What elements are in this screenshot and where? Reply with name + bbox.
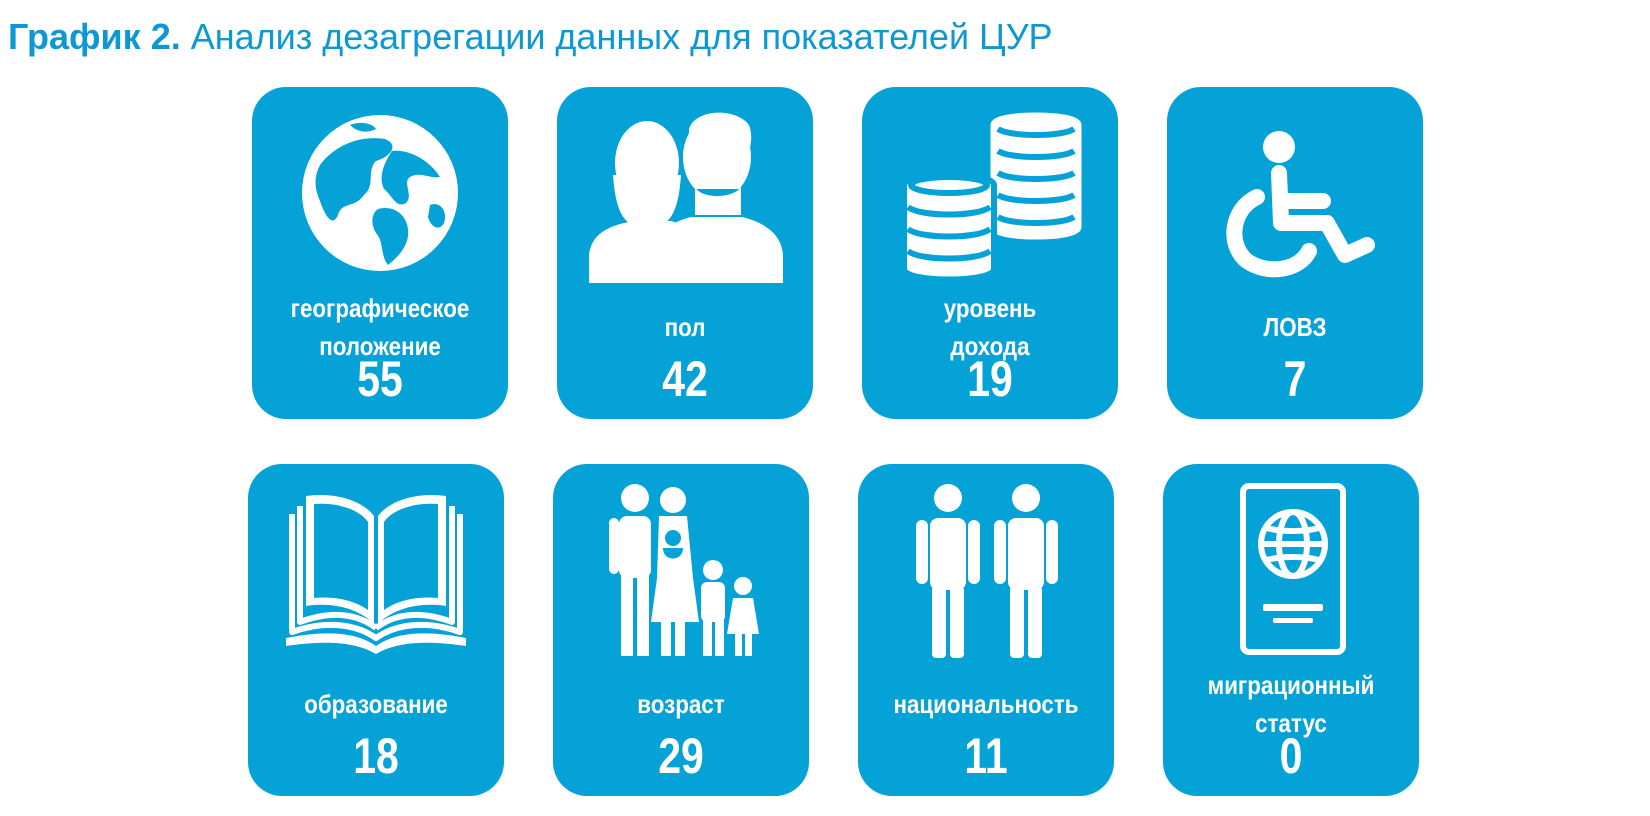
card-label: образование (271, 656, 481, 752)
gender-icon (585, 105, 785, 285)
card-disability: ЛОВЗ 7 (1167, 87, 1423, 419)
wheelchair-icon (1195, 105, 1395, 285)
chart-title-prefix: График 2. (8, 16, 181, 57)
card-label: национальность (881, 656, 1091, 752)
card-label-line: возраст (637, 689, 725, 719)
family-icon (581, 482, 781, 662)
card-label-line: географическое (290, 293, 470, 323)
card-label: географическое положение (275, 279, 485, 375)
card-value: 55 (357, 351, 403, 407)
card-value: 18 (353, 728, 399, 784)
book-icon (276, 482, 476, 662)
card-label: пол (580, 279, 790, 375)
card-label-line: образование (304, 689, 448, 719)
card-label-line: положение (319, 331, 441, 361)
card-value: 42 (662, 351, 708, 407)
passport-icon (1191, 482, 1391, 662)
card-value: 29 (658, 728, 704, 784)
card-education: образование 18 (248, 464, 504, 796)
card-label: возраст (576, 656, 786, 752)
card-label: уровень дохода (885, 279, 1095, 375)
card-gender: пол 42 (557, 87, 813, 419)
card-geography: географическое положение 55 (252, 87, 508, 419)
card-label-line: уровень (943, 293, 1037, 323)
chart-title-text: Анализ дезагрегации данных для показател… (190, 16, 1053, 57)
card-age: возраст 29 (553, 464, 809, 796)
card-migration: миграционный статус 0 (1163, 464, 1419, 796)
card-value: 7 (1283, 351, 1307, 407)
card-value: 11 (964, 728, 1008, 784)
card-label-line: пол (664, 312, 706, 342)
coins-icon (890, 105, 1090, 285)
card-label-line: дохода (950, 331, 1030, 361)
card-income: уровень дохода 19 (862, 87, 1118, 419)
card-nationality: национальность 11 (858, 464, 1114, 796)
card-label: ЛОВЗ (1190, 279, 1400, 375)
card-label-line: ЛОВЗ (1263, 312, 1327, 342)
card-label-line: национальность (893, 689, 1079, 719)
card-label-line: миграционный (1207, 670, 1375, 700)
globe-icon (280, 105, 480, 285)
card-label: миграционный статус (1186, 656, 1396, 752)
card-value: 0 (1279, 728, 1303, 784)
chart-title: График 2. Анализ дезагрегации данных для… (8, 14, 1053, 60)
card-value: 19 (967, 351, 1013, 407)
people-icon (886, 482, 1086, 662)
card-label-line: статус (1255, 708, 1327, 738)
